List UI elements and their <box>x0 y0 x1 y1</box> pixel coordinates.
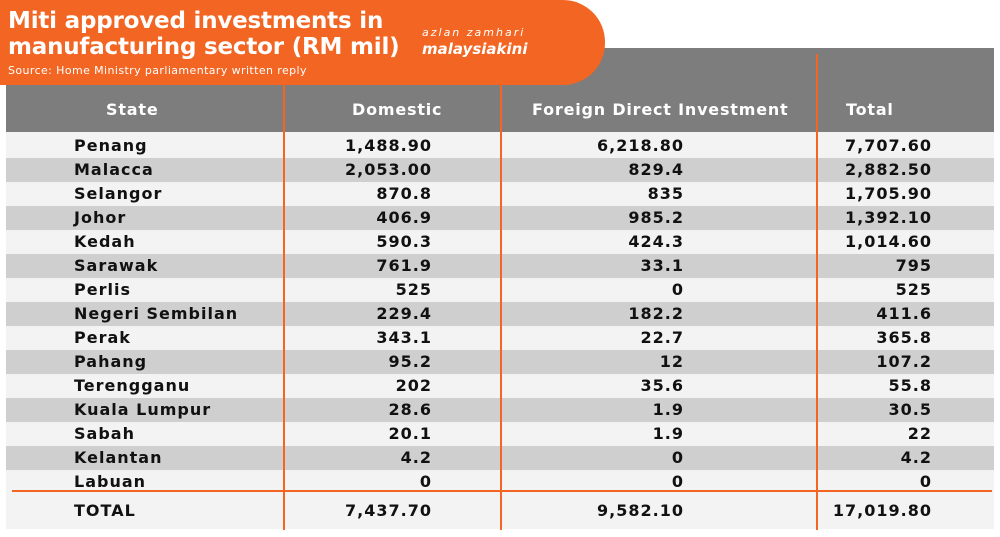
chart-title: Miti approved investments in manufacturi… <box>8 8 400 60</box>
cell-total: 4.2 <box>900 448 932 467</box>
title-line-2: manufacturing sector (RM mil) <box>8 34 400 60</box>
column-divider <box>816 54 818 530</box>
cell-domestic: 2,053.00 <box>345 160 432 179</box>
cell-domestic: 406.9 <box>376 208 432 227</box>
cell-state: TOTAL <box>74 501 136 520</box>
cell-domestic: 0 <box>419 472 432 491</box>
table-row: Kedah 590.3 424.3 1,014.60 <box>6 230 994 254</box>
publisher-logo: malaysiakini <box>422 40 528 58</box>
cell-domestic: 870.8 <box>376 184 432 203</box>
cell-total: 0 <box>919 472 932 491</box>
cell-state: Perak <box>74 328 131 347</box>
cell-fdi: 829.4 <box>628 160 684 179</box>
cell-total: 411.6 <box>876 304 932 323</box>
cell-total: 22 <box>907 424 932 443</box>
table-row: Perlis 525 0 525 <box>6 278 994 302</box>
cell-total: 365.8 <box>876 328 932 347</box>
cell-state: Kelantan <box>74 448 163 467</box>
table-row: Terengganu 202 35.6 55.8 <box>6 374 994 398</box>
cell-total: 2,882.50 <box>845 160 932 179</box>
column-divider <box>283 54 285 530</box>
cell-domestic: 229.4 <box>376 304 432 323</box>
table-row: Sabah 20.1 1.9 22 <box>6 422 994 446</box>
total-row: TOTAL 7,437.70 9,582.10 17,019.80 <box>6 499 994 523</box>
cell-state: Kuala Lumpur <box>74 400 212 419</box>
total-divider <box>12 490 992 492</box>
cell-state: Perlis <box>74 280 131 299</box>
cell-domestic: 525 <box>395 280 432 299</box>
table-row: Penang 1,488.90 6,218.80 7,707.60 <box>6 134 994 158</box>
cell-domestic: 95.2 <box>388 352 432 371</box>
byline: azlan zamhari <box>422 26 526 39</box>
cell-total: 7,707.60 <box>845 136 932 155</box>
cell-state: Pahang <box>74 352 148 371</box>
col-header-domestic: Domestic <box>352 100 443 119</box>
cell-fdi: 1.9 <box>652 424 684 443</box>
table-row: Selangor 870.8 835 1,705.90 <box>6 182 994 206</box>
cell-total: 1,392.10 <box>845 208 932 227</box>
cell-domestic: 1,488.90 <box>345 136 432 155</box>
cell-domestic: 20.1 <box>388 424 432 443</box>
cell-domestic: 28.6 <box>388 400 432 419</box>
cell-total: 795 <box>895 256 932 275</box>
cell-fdi: 424.3 <box>628 232 684 251</box>
cell-fdi: 0 <box>671 280 684 299</box>
cell-domestic: 343.1 <box>376 328 432 347</box>
cell-domestic: 7,437.70 <box>345 501 432 520</box>
cell-fdi: 0 <box>671 472 684 491</box>
cell-state: Penang <box>74 136 148 155</box>
cell-fdi: 33.1 <box>640 256 684 275</box>
cell-state: Labuan <box>74 472 147 491</box>
cell-total: 17,019.80 <box>832 501 932 520</box>
cell-total: 525 <box>895 280 932 299</box>
cell-fdi: 35.6 <box>640 376 684 395</box>
cell-fdi: 182.2 <box>628 304 684 323</box>
cell-fdi: 12 <box>659 352 684 371</box>
cell-state: Johor <box>74 208 127 227</box>
cell-domestic: 4.2 <box>400 448 432 467</box>
brand: azlan zamhari malaysiakini <box>422 26 527 58</box>
title-banner: Miti approved investments in manufacturi… <box>0 0 605 85</box>
cell-domestic: 761.9 <box>376 256 432 275</box>
cell-total: 1,014.60 <box>845 232 932 251</box>
table-row: Labuan 0 0 0 <box>6 470 994 494</box>
investment-table: State Domestic Foreign Direct Investment… <box>6 48 994 530</box>
cell-total: 55.8 <box>888 376 932 395</box>
cell-fdi: 835 <box>647 184 684 203</box>
cell-state: Selangor <box>74 184 163 203</box>
table-row: Perak 343.1 22.7 365.8 <box>6 326 994 350</box>
cell-state: Negeri Sembilan <box>74 304 239 323</box>
cell-fdi: 22.7 <box>640 328 684 347</box>
cell-domestic: 590.3 <box>376 232 432 251</box>
cell-domestic: 202 <box>395 376 432 395</box>
cell-total: 107.2 <box>876 352 932 371</box>
cell-fdi: 6,218.80 <box>597 136 684 155</box>
cell-state: Sarawak <box>74 256 159 275</box>
title-line-1: Miti approved investments in <box>8 8 384 34</box>
source-note: Source: Home Ministry parliamentary writ… <box>8 64 307 77</box>
cell-fdi: 9,582.10 <box>597 501 684 520</box>
cell-state: Kedah <box>74 232 136 251</box>
col-header-total: Total <box>846 100 894 119</box>
col-header-fdi: Foreign Direct Investment <box>532 100 789 119</box>
cell-total: 1,705.90 <box>845 184 932 203</box>
column-divider <box>500 54 502 530</box>
cell-fdi: 1.9 <box>652 400 684 419</box>
cell-fdi: 0 <box>671 448 684 467</box>
cell-state: Terengganu <box>74 376 191 395</box>
col-header-state: State <box>106 100 159 119</box>
cell-state: Sabah <box>74 424 135 443</box>
cell-total: 30.5 <box>888 400 932 419</box>
cell-state: Malacca <box>74 160 154 179</box>
cell-fdi: 985.2 <box>628 208 684 227</box>
